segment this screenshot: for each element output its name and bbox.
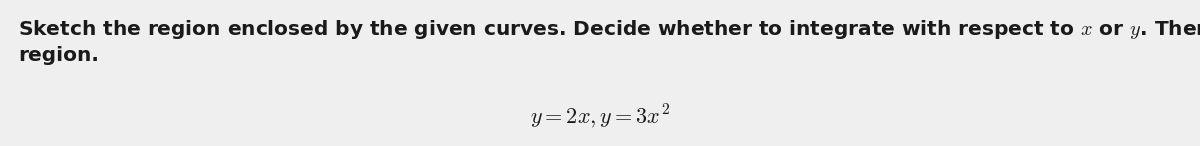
- Text: $y = 2x, y = 3x^2$: $y = 2x, y = 3x^2$: [530, 102, 670, 130]
- Text: Sketch the region enclosed by the given curves. Decide whether to integrate with: Sketch the region enclosed by the given …: [18, 18, 1200, 41]
- Text: region.: region.: [18, 46, 98, 65]
